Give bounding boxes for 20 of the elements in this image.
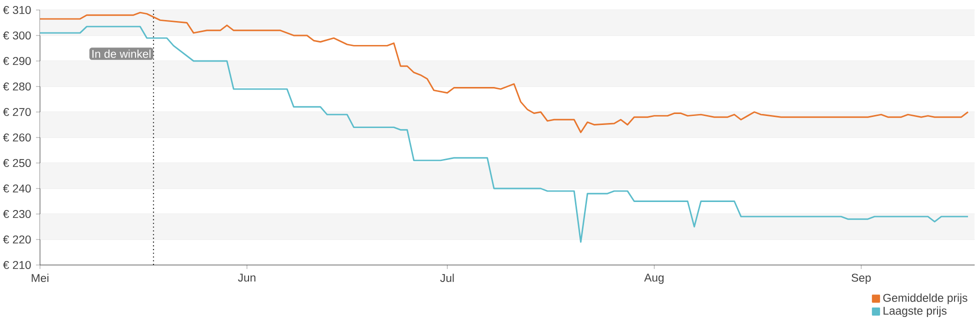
y-tick-label: € 210 — [3, 260, 31, 270]
y-tick-label: € 300 — [3, 31, 31, 40]
y-tick-label: € 260 — [3, 133, 31, 142]
y-tick-label: € 310 — [3, 6, 31, 14]
y-tick-label: € 230 — [3, 210, 31, 218]
x-tick-label: Aug — [644, 274, 664, 284]
y-tick-label: € 270 — [3, 108, 31, 116]
x-tick-label: Jul — [440, 274, 454, 282]
ref-line-label: In de winkel — [92, 50, 150, 58]
y-tick-label: € 280 — [3, 82, 31, 91]
y-tick-label: € 240 — [3, 184, 31, 193]
x-tick-label: Mei — [32, 274, 48, 282]
legend-label: Laagste prijs — [884, 306, 947, 317]
line-series — [40, 26, 969, 243]
legend-label: Gemiddelde prijs — [883, 294, 968, 304]
y-tick-label: € 220 — [3, 235, 31, 244]
y-tick-label: € 290 — [3, 56, 31, 66]
x-tick-label: Jun — [238, 274, 256, 282]
x-tick-label: Sep — [852, 274, 871, 284]
y-tick-label: € 250 — [3, 158, 31, 168]
